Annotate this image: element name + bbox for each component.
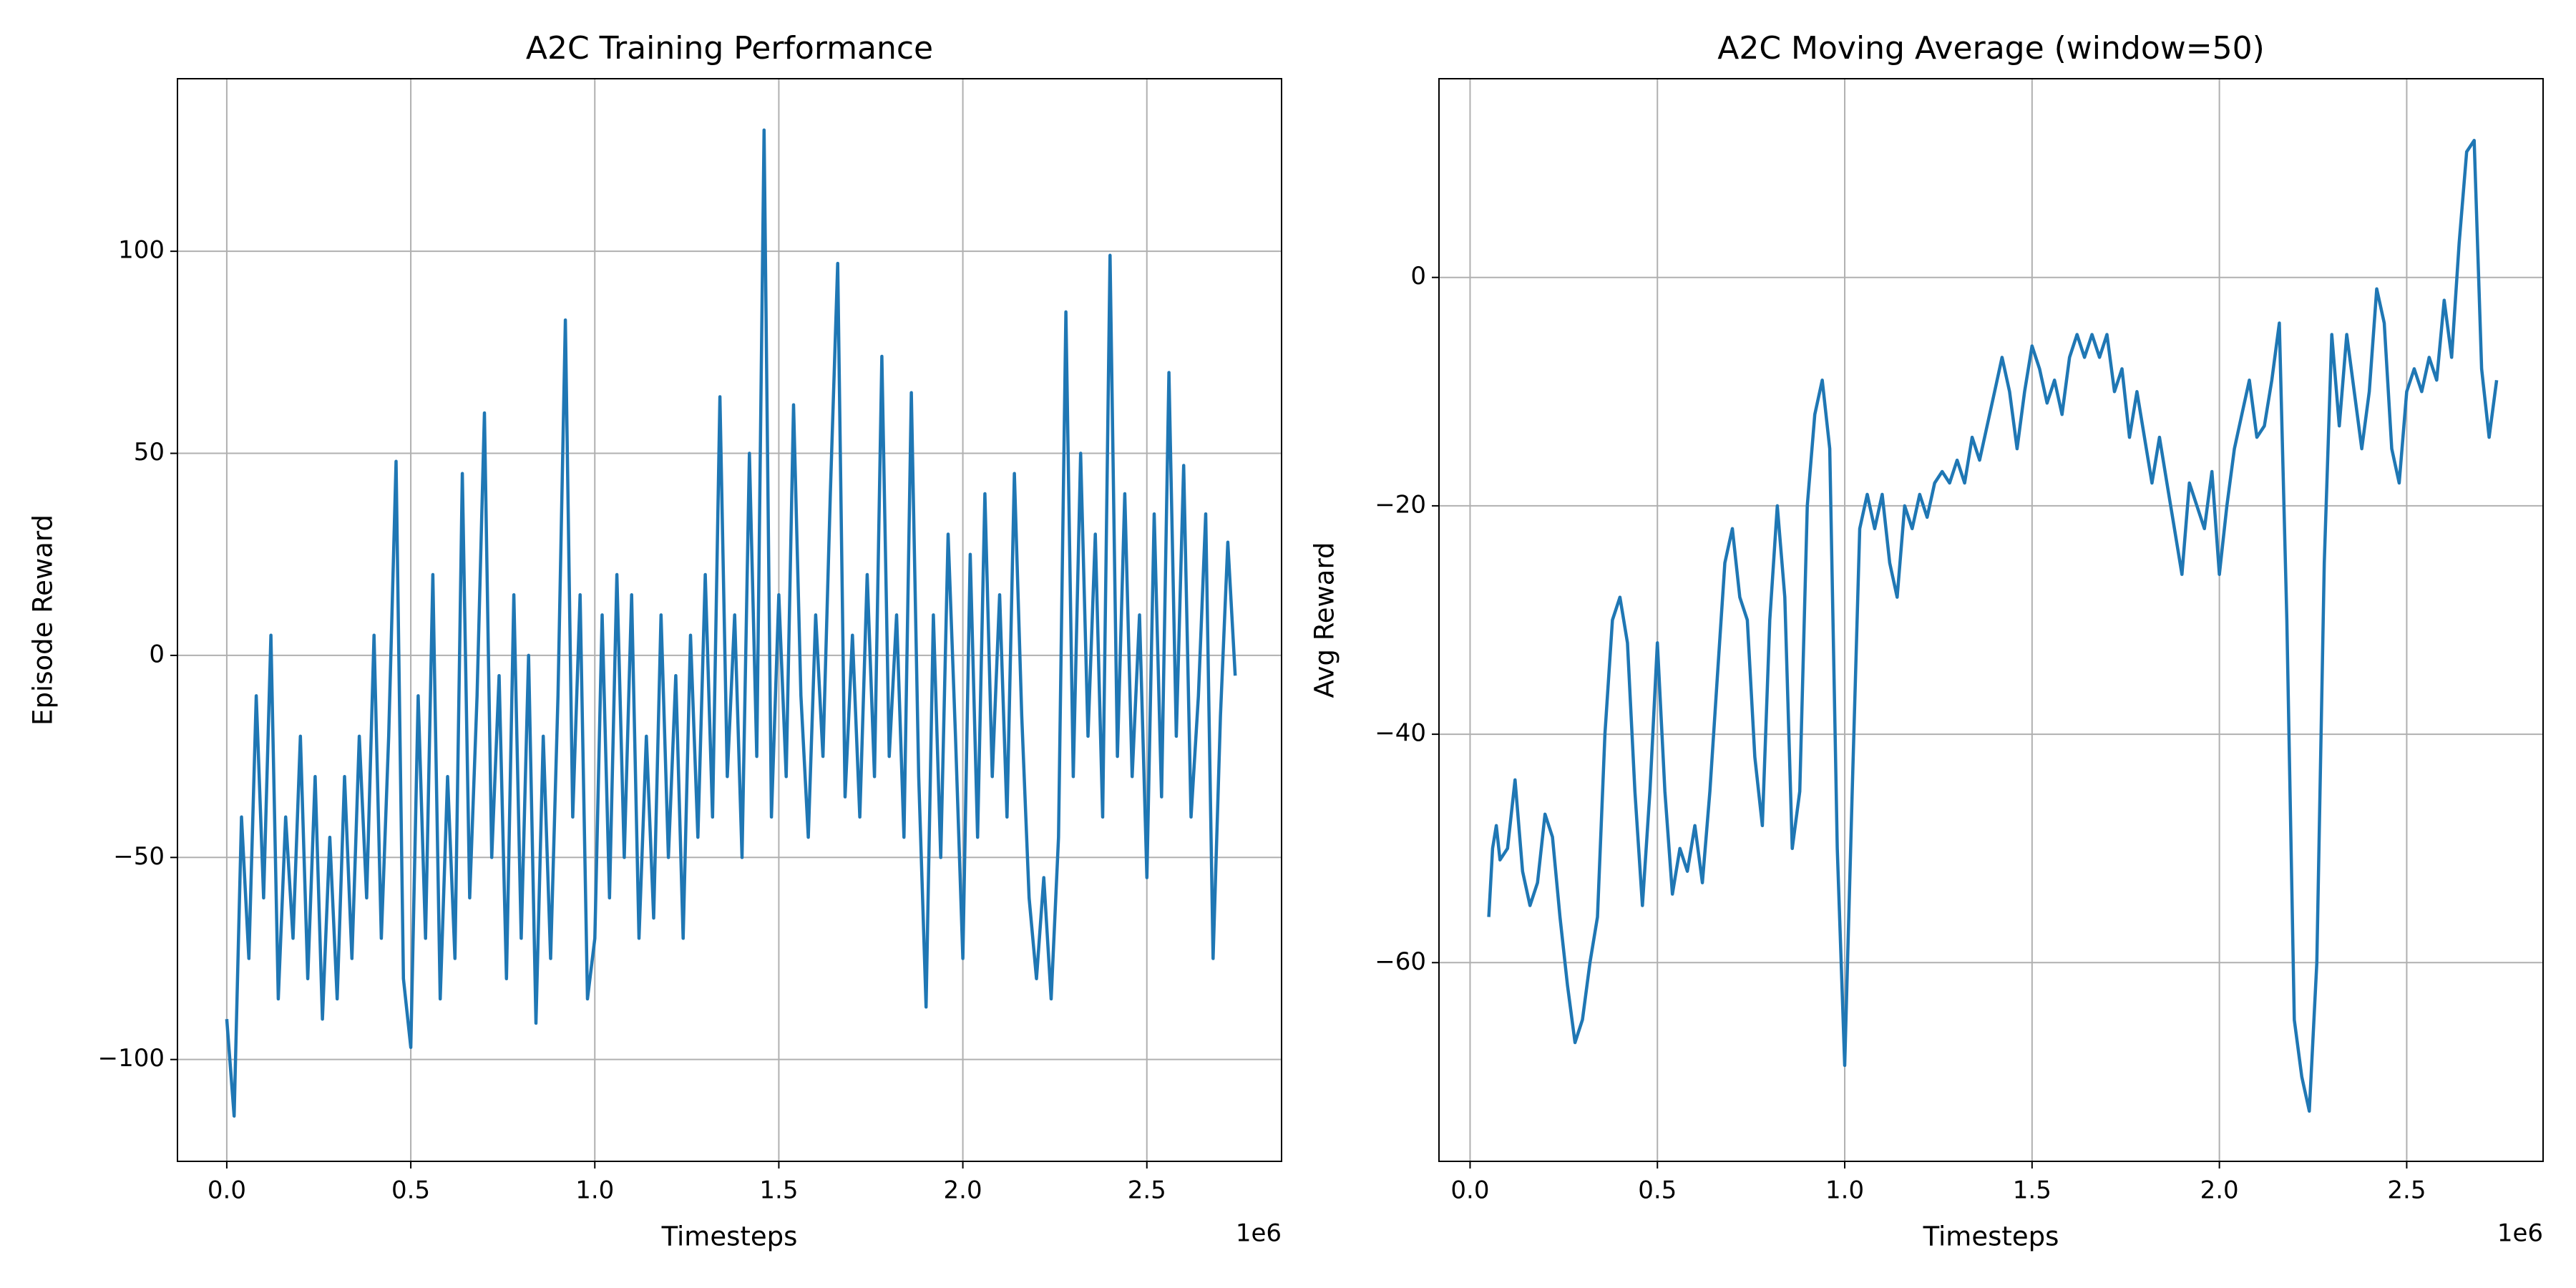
y-tick-label: 50: [134, 438, 165, 467]
x-tick-label: 2.5: [1128, 1176, 1166, 1205]
x-tick-label: 0.0: [208, 1176, 246, 1205]
reward-line: [1487, 138, 2499, 1113]
x-offset-label: 1e6: [2497, 1219, 2543, 1248]
axes-frame: [177, 78, 1282, 1162]
axes-frame: [1438, 78, 2544, 1162]
chart-title: A2C Training Performance: [526, 30, 933, 67]
y-axis-label: Avg Reward: [1309, 542, 1340, 698]
x-tick-label: 0.5: [391, 1176, 430, 1205]
x-tick-label: 2.0: [944, 1176, 982, 1205]
x-tick-label: 0.5: [1638, 1176, 1677, 1205]
x-offset-label: 1e6: [1236, 1219, 1282, 1248]
y-tick-label: −100: [98, 1044, 165, 1073]
x-tick-label: 2.0: [2200, 1176, 2239, 1205]
y-axis-label: Episode Reward: [28, 514, 59, 726]
reward-line: [225, 128, 1237, 1118]
y-tick-label: −20: [1375, 490, 1426, 519]
x-tick-label: 1.5: [2013, 1176, 2051, 1205]
y-tick-label: 100: [118, 236, 165, 265]
chart-title: A2C Moving Average (window=50): [1717, 30, 2265, 67]
x-tick-label: 2.5: [2387, 1176, 2426, 1205]
x-tick-label: 1.5: [759, 1176, 798, 1205]
y-tick-label: −60: [1375, 947, 1426, 976]
x-tick-label: 1.0: [1825, 1176, 1864, 1205]
x-axis-label: Timesteps: [661, 1221, 798, 1252]
x-tick-label: 0.0: [1450, 1176, 1489, 1205]
y-tick-label: −40: [1375, 719, 1426, 748]
y-tick-label: 0: [149, 640, 165, 668]
y-tick-label: −50: [113, 842, 165, 871]
x-tick-label: 1.0: [575, 1176, 614, 1205]
y-tick-label: 0: [1410, 262, 1426, 291]
x-axis-label: Timesteps: [1923, 1221, 2059, 1252]
